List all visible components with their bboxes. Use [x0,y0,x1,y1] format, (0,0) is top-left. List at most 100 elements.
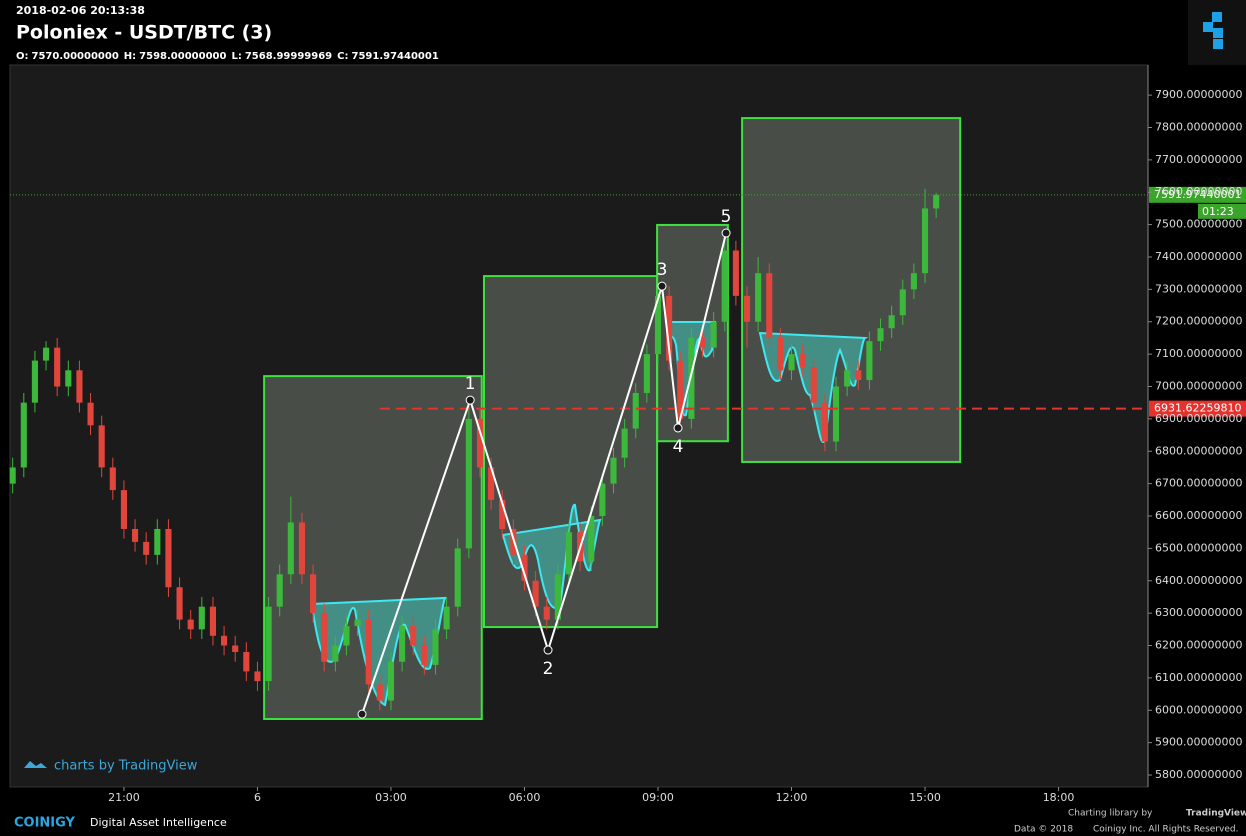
candle-body [432,629,439,665]
candle-body [198,606,205,630]
y-tick-label: 6500.00000000 [1155,541,1242,554]
candle-body [933,194,940,209]
y-tick-label: 6700.00000000 [1155,477,1242,490]
y-tick-label: 6600.00000000 [1155,509,1242,522]
candle-body [310,574,317,614]
candle-body [799,354,806,368]
candle-body [632,392,639,429]
candle-body [421,645,428,665]
watermark-text: charts by TradingView [54,759,198,774]
x-tick-label: 09:00 [642,791,674,804]
y-tick-label: 5800.00000000 [1155,768,1242,781]
candle-body [399,626,406,662]
candle-body [732,250,739,296]
candle-body [287,522,294,575]
candle-body [42,347,50,361]
countdown: 01:23 [1202,205,1234,218]
ohlc-value: 7568.99999969 [245,51,332,62]
candle-body [899,289,906,316]
y-tick-label: 7100.00000000 [1155,347,1242,360]
candle-body [410,626,417,646]
candle-body [176,587,183,620]
candle-body [98,425,105,468]
candle-body [488,467,495,500]
candle-body [677,360,684,419]
candle-body [788,354,795,371]
candle-body [910,273,917,290]
candle-body [343,626,350,646]
price-label-box [1149,186,1246,203]
x-tick-label: 18:00 [1043,791,1075,804]
candle-body [532,580,539,607]
wave-point [465,395,475,405]
title: Poloniex - USDT/BTC (3) [16,22,272,44]
candle-body [265,606,272,682]
price-label: 6931.62259810 [1154,402,1241,415]
wave-label: 5 [721,207,732,227]
candle-body [476,418,484,468]
y-tick-label: 7300.00000000 [1155,282,1242,295]
candle-body [365,619,372,685]
price-label: 7591.97440001 [1154,188,1241,201]
candle-body [143,541,150,555]
candle-body [154,528,161,555]
tagline: Digital Asset Intelligence [90,816,227,829]
candle-body [454,548,461,607]
candle-body [276,574,283,607]
wave-point [721,228,731,238]
x-tick-label: 06:00 [509,791,541,804]
candle-body [232,645,239,652]
candle-body [376,684,383,701]
candle-body [832,386,840,442]
x-tick-label: 6 [254,791,261,804]
candle-body [221,635,228,646]
y-tick-label: 7000.00000000 [1155,380,1242,393]
range-box [482,275,659,629]
candle-body [321,613,328,662]
candle-body [521,554,528,581]
candle-body [688,337,695,419]
y-tick-label: 7600.00000000 [1155,185,1242,198]
candle-body [755,273,762,322]
ohlc-value: 7598.00000000 [139,51,226,62]
wave-label: 2 [543,659,554,679]
wave-label: 1 [465,374,476,394]
candle-body [254,671,261,682]
candle-body [866,341,873,381]
candle-body [54,347,61,387]
y-tick-label: 7200.00000000 [1155,315,1242,328]
y-tick-label: 7400.00000000 [1155,250,1242,263]
y-tick-label: 6400.00000000 [1155,574,1242,587]
candle-body [588,516,595,562]
rights: Coinigy Inc. All Rights Reserved. [1093,825,1238,835]
x-tick-label: 12:00 [776,791,808,804]
ohlc-label: L: [231,51,241,62]
candle-body [9,467,16,484]
watermark: charts by TradingView [24,759,198,774]
candle-body [888,315,895,329]
y-tick-label: 5900.00000000 [1155,736,1242,749]
candle-body [187,619,194,630]
timestamp: 2018-02-06 20:13:38 [16,4,145,17]
y-tick-label: 7800.00000000 [1155,120,1242,133]
candle-body [132,528,139,542]
candle-body [209,606,217,636]
candle-body [298,522,306,575]
candle-body [499,499,506,529]
y-tick-label: 6300.00000000 [1155,606,1242,619]
candle-body [777,337,784,371]
candle-body [743,295,751,322]
wave-label: 3 [657,260,668,280]
candle-body [554,574,561,620]
y-tick-label: 6000.00000000 [1155,703,1242,716]
candle-body [332,645,339,662]
candle-body [621,428,628,458]
ohlc-label: O: [16,51,29,62]
candle-body [610,457,617,484]
candle-body [65,370,72,387]
candle-body [543,606,550,620]
plot-area [9,64,1149,788]
candle-body [20,402,27,468]
y-tick-label: 6200.00000000 [1155,639,1242,652]
